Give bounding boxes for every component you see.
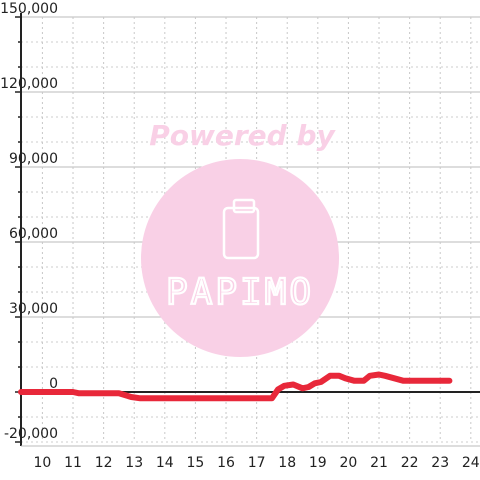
- y-tick-label: 90,000: [9, 151, 58, 167]
- x-tick-label: 18: [278, 455, 296, 471]
- x-tick-label: 16: [217, 455, 235, 471]
- x-tick-label: 22: [401, 455, 419, 471]
- x-tick-label: 15: [187, 455, 205, 471]
- x-tick-label: 17: [248, 455, 266, 471]
- x-tick-label: 14: [156, 455, 174, 471]
- y-tick-label: 30,000: [9, 301, 58, 317]
- watermark-tagline: Powered by: [149, 119, 336, 152]
- x-tick-label: 20: [340, 455, 358, 471]
- grid-lines: [21, 16, 480, 443]
- x-tick-label: 11: [64, 455, 82, 471]
- tick-labels: -20,000 0 30,000 60,000 90,000 120,000 150,000…: [0, 1, 480, 471]
- x-tick-label: 19: [309, 455, 327, 471]
- powered-by-papimo-watermark: Powered by PAPIMO: [141, 119, 339, 357]
- x-tick-label: 21: [370, 455, 388, 471]
- x-tick-label: 24: [462, 455, 480, 471]
- y-tick-label: -20,000: [4, 426, 58, 442]
- series-line: [18, 371, 453, 402]
- x-tick-label: 10: [34, 455, 52, 471]
- x-tick-label: 13: [125, 455, 143, 471]
- series-layer: [18, 371, 453, 402]
- y-tick-label: 60,000: [9, 226, 58, 242]
- phone-icon: [222, 198, 260, 260]
- y-tick-label: 150,000: [0, 1, 58, 17]
- y-tick-label: 0: [49, 376, 58, 392]
- y-tick-label: 120,000: [0, 76, 58, 92]
- x-tick-label: 12: [95, 455, 113, 471]
- watermark-brand: PAPIMO: [166, 272, 314, 313]
- x-tick-label: 23: [431, 455, 449, 471]
